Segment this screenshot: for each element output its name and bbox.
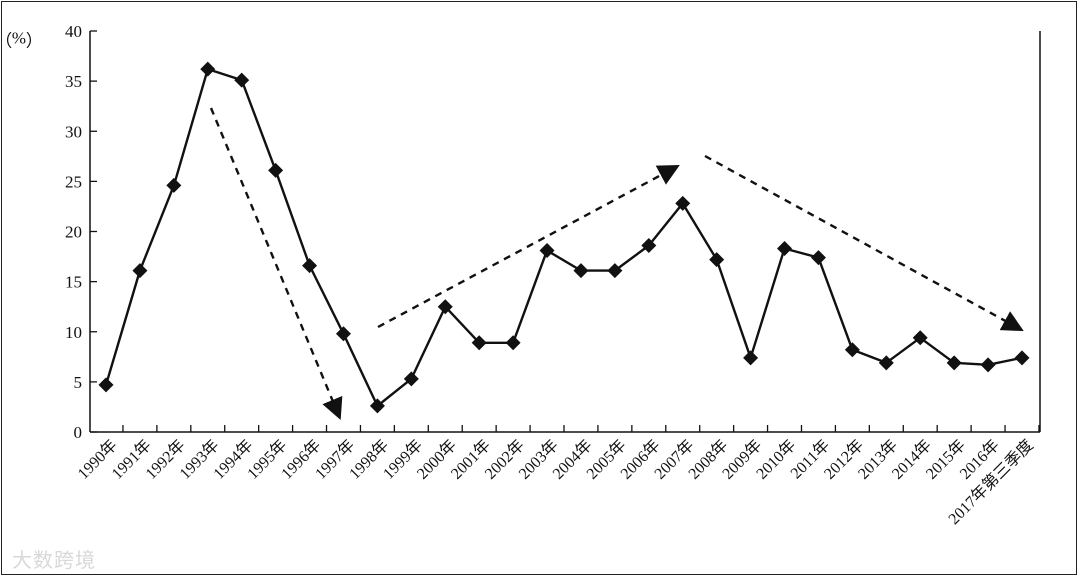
data-point-marker [403, 371, 419, 387]
data-point-marker [743, 350, 759, 366]
chart-axes: 05101520253035401990年1991年1992年1993年1994… [65, 22, 1041, 528]
y-tick-label: 15 [65, 273, 82, 292]
data-point-marker [437, 299, 453, 315]
y-tick-label: 35 [65, 72, 82, 91]
y-tick-label: 0 [74, 423, 83, 442]
data-point-marker [1014, 350, 1030, 366]
data-point-marker [302, 258, 318, 274]
y-tick-label: 10 [65, 323, 82, 342]
data-point-marker [369, 398, 385, 414]
data-point-marker [777, 241, 793, 257]
data-point-marker [539, 243, 555, 259]
y-tick-label: 20 [65, 223, 82, 242]
y-tick-label: 25 [65, 172, 82, 191]
data-point-marker [98, 377, 114, 393]
data-point-marker [946, 355, 962, 371]
y-axis-unit: （%） [0, 29, 43, 49]
data-point-marker [166, 177, 182, 193]
series-polyline [104, 67, 1023, 408]
y-axis-unit-text: （%） [0, 29, 43, 49]
series-line [98, 61, 1030, 414]
data-point-marker [709, 252, 725, 268]
data-point-marker [878, 355, 894, 371]
trend-arrow-up-1998 [377, 164, 680, 329]
data-point-marker [980, 357, 996, 373]
data-point-marker [200, 61, 216, 77]
trend-arrow-down-2007 [704, 154, 1024, 332]
data-point-marker [505, 335, 521, 351]
y-tick-label: 30 [65, 122, 82, 141]
data-point-marker [607, 263, 623, 279]
data-point-marker [844, 342, 860, 358]
data-point-marker [132, 263, 148, 279]
data-point-marker [641, 238, 657, 254]
trend-arrows [209, 107, 1024, 420]
data-point-marker [810, 250, 826, 266]
data-point-marker [675, 195, 691, 211]
data-point-marker [471, 335, 487, 351]
y-tick-label: 40 [65, 22, 82, 41]
data-point-marker [234, 72, 250, 88]
data-point-marker [335, 326, 351, 342]
data-point-marker [573, 263, 589, 279]
data-point-marker [268, 162, 284, 178]
data-point-marker [912, 330, 928, 346]
trend-arrow-down-1993 [209, 107, 343, 420]
watermark-logo: 大数跨境 [12, 548, 96, 572]
y-tick-label: 5 [74, 373, 83, 392]
